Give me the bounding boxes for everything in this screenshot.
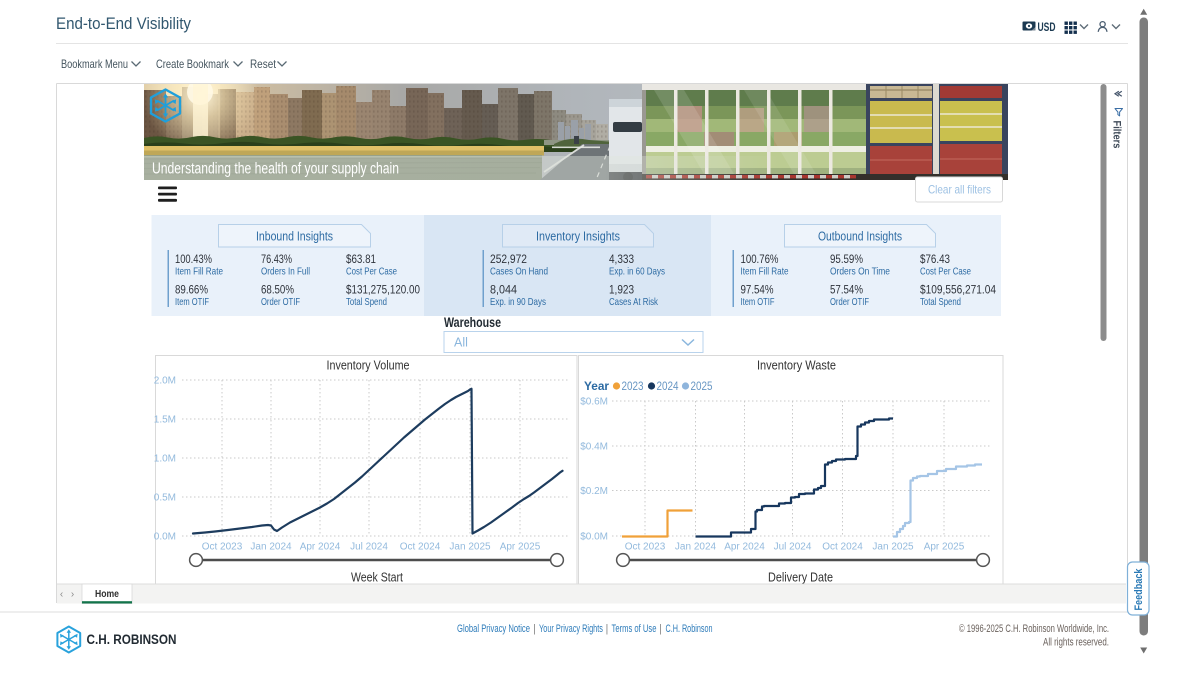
svg-text:89.66%: 89.66% <box>175 285 208 297</box>
svg-text:All rights reserved.: All rights reserved. <box>1043 637 1109 649</box>
svg-text:Jul 2024: Jul 2024 <box>774 542 812 553</box>
svg-text:4,333: 4,333 <box>609 254 634 266</box>
svg-text:Order OTIF: Order OTIF <box>830 296 869 308</box>
svg-text:Inventory Volume: Inventory Volume <box>327 359 410 373</box>
svg-text:Cost Per Case: Cost Per Case <box>346 266 397 278</box>
svg-text:|: | <box>606 623 609 635</box>
svg-text:Warehouse: Warehouse <box>444 314 501 330</box>
svg-text:$109,556,271.04: $109,556,271.04 <box>920 285 997 297</box>
svg-text:8,044: 8,044 <box>490 285 518 297</box>
svg-text:Inbound Insights: Inbound Insights <box>256 229 333 244</box>
svg-text:Year: Year <box>584 379 609 393</box>
svg-text:›: › <box>71 589 74 600</box>
svg-text:1,923: 1,923 <box>609 285 634 297</box>
svg-text:Bookmark Menu: Bookmark Menu <box>61 57 128 71</box>
svg-text:Item Fill Rate: Item Fill Rate <box>175 266 223 278</box>
svg-text:68.50%: 68.50% <box>261 285 294 297</box>
svg-text:252,972: 252,972 <box>490 254 527 266</box>
svg-text:$0.0M: $0.0M <box>580 532 608 543</box>
svg-text:Order OTIF: Order OTIF <box>261 296 300 308</box>
svg-text:2024: 2024 <box>657 379 679 393</box>
svg-text:100.43%: 100.43% <box>175 254 212 266</box>
svg-text:Item Fill Rate: Item Fill Rate <box>741 266 789 278</box>
svg-text:2025: 2025 <box>691 379 713 393</box>
svg-text:2.0M: 2.0M <box>154 376 176 387</box>
svg-text:$0.4M: $0.4M <box>580 442 608 453</box>
svg-text:0.0M: 0.0M <box>154 532 176 543</box>
svg-text:Outbound Insights: Outbound Insights <box>818 229 902 244</box>
svg-text:0.5M: 0.5M <box>154 493 176 504</box>
svg-text:76.43%: 76.43% <box>261 254 292 266</box>
svg-text:End-to-End Visibility: End-to-End Visibility <box>56 14 191 33</box>
svg-text:$0.2M: $0.2M <box>580 486 608 497</box>
svg-text:USD: USD <box>1038 20 1056 34</box>
svg-text:Global Privacy Notice: Global Privacy Notice <box>457 623 530 635</box>
svg-text:Inventory Insights: Inventory Insights <box>536 229 620 244</box>
svg-text:57.54%: 57.54% <box>830 285 863 297</box>
svg-text:$76.43: $76.43 <box>920 254 950 266</box>
svg-text:95.59%: 95.59% <box>830 254 863 266</box>
svg-text:Oct 2024: Oct 2024 <box>822 542 863 553</box>
svg-text:All: All <box>454 336 468 350</box>
svg-text:Apr 2025: Apr 2025 <box>500 542 541 553</box>
svg-text:Filters: Filters <box>1111 121 1123 149</box>
svg-text:97.54%: 97.54% <box>741 285 774 297</box>
svg-text:|: | <box>533 623 536 635</box>
svg-text:Item OTIF: Item OTIF <box>741 296 775 308</box>
svg-text:Item OTIF: Item OTIF <box>175 296 209 308</box>
svg-text:C.H. Robinson: C.H. Robinson <box>666 623 713 635</box>
svg-text:Exp. in 90 Days: Exp. in 90 Days <box>490 296 546 308</box>
svg-text:Your Privacy Rights: Your Privacy Rights <box>539 623 603 635</box>
svg-text:Delivery Date: Delivery Date <box>768 571 833 585</box>
svg-text:‹: ‹ <box>60 589 63 600</box>
svg-text:Oct 2023: Oct 2023 <box>625 542 666 553</box>
svg-text:Terms of Use: Terms of Use <box>612 623 657 635</box>
svg-text:$63.81: $63.81 <box>346 254 376 266</box>
svg-text:Exp. in 60 Days: Exp. in 60 Days <box>609 266 665 278</box>
svg-text:Jan 2025: Jan 2025 <box>872 542 914 553</box>
svg-text:2023: 2023 <box>622 379 644 393</box>
svg-text:Cases At Risk: Cases At Risk <box>609 296 659 308</box>
svg-text:Total Spend: Total Spend <box>346 296 387 308</box>
svg-text:Jul 2024: Jul 2024 <box>350 542 388 553</box>
svg-text:Apr 2025: Apr 2025 <box>924 542 965 553</box>
svg-text:Create Bookmark: Create Bookmark <box>156 57 230 71</box>
svg-text:Feedback: Feedback <box>1133 568 1145 611</box>
svg-text:Clear all filters: Clear all filters <box>928 183 991 197</box>
svg-text:Understanding the health of yo: Understanding the health of your supply … <box>152 161 399 178</box>
svg-text:Home: Home <box>95 589 119 600</box>
svg-text:© 1996-2025 C.H. Robinson Worl: © 1996-2025 C.H. Robinson Worldwide, Inc… <box>959 623 1109 635</box>
svg-text:Apr 2024: Apr 2024 <box>724 542 765 553</box>
svg-text:$131,275,120.00: $131,275,120.00 <box>346 285 420 297</box>
svg-text:Oct 2023: Oct 2023 <box>202 542 243 553</box>
svg-text:Inventory Waste: Inventory Waste <box>757 359 836 373</box>
svg-text:Jan 2025: Jan 2025 <box>449 542 491 553</box>
svg-text:Oct 2024: Oct 2024 <box>400 542 441 553</box>
svg-text:1.0M: 1.0M <box>154 454 176 465</box>
svg-text:Orders In Full: Orders In Full <box>261 266 310 278</box>
svg-text:Total Spend: Total Spend <box>920 296 961 308</box>
svg-text:Jan 2024: Jan 2024 <box>675 542 717 553</box>
svg-text:|: | <box>659 623 662 635</box>
svg-text:Apr 2024: Apr 2024 <box>300 542 341 553</box>
svg-text:Reset: Reset <box>250 57 277 71</box>
svg-text:C.H. ROBINSON: C.H. ROBINSON <box>87 632 177 647</box>
svg-text:100.76%: 100.76% <box>741 254 779 266</box>
svg-text:Cases On Hand: Cases On Hand <box>490 266 548 278</box>
svg-text:1.5M: 1.5M <box>154 415 176 426</box>
svg-text:Orders On Time: Orders On Time <box>830 266 890 278</box>
svg-text:Week Start: Week Start <box>351 571 403 585</box>
svg-text:Cost Per Case: Cost Per Case <box>920 266 971 278</box>
svg-text:$0.6M: $0.6M <box>580 397 608 408</box>
svg-text:Jan 2024: Jan 2024 <box>250 542 292 553</box>
